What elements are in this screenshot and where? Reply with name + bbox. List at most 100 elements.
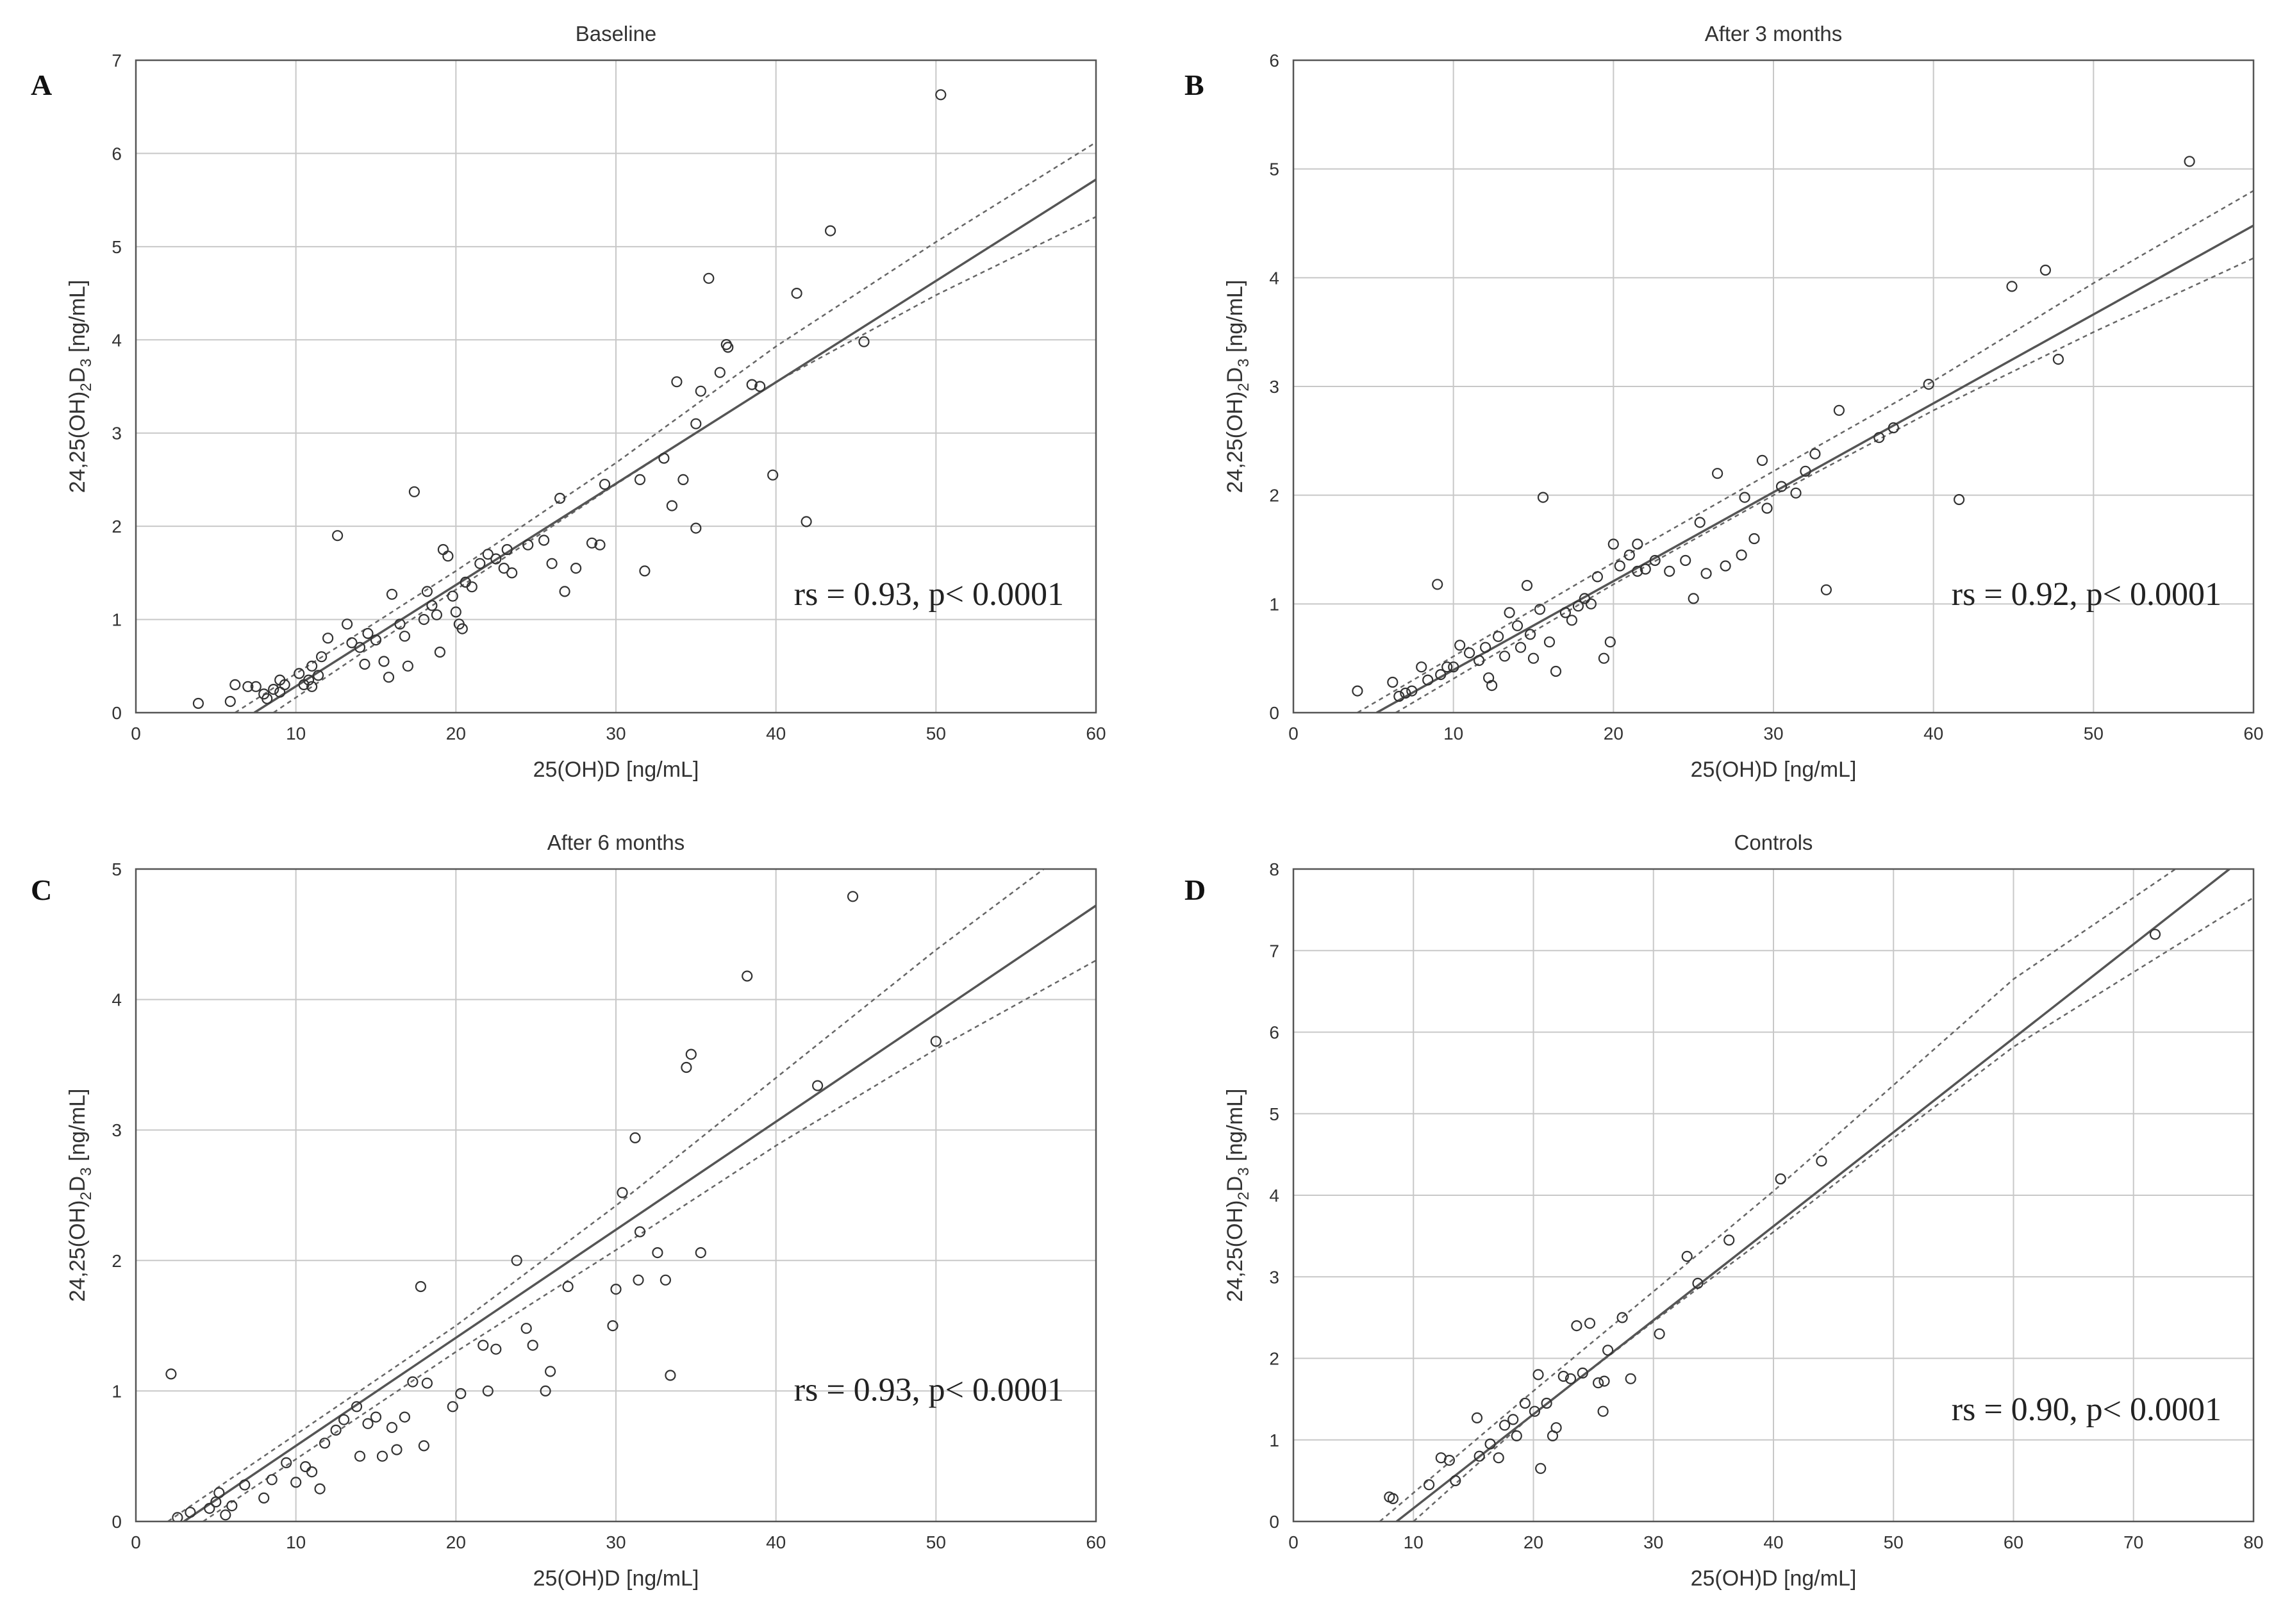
- x-tick-label: 30: [606, 724, 626, 743]
- data-point: [300, 1461, 311, 1473]
- data-point: [1739, 492, 1750, 503]
- x-tick-label: 60: [1086, 1532, 1106, 1552]
- data-point: [520, 1323, 532, 1334]
- data-point: [1400, 687, 1411, 699]
- data-point: [1923, 378, 1934, 390]
- y-axis-label-part: [ng/mL]: [1223, 280, 1247, 359]
- data-point: [1464, 647, 1475, 659]
- data-point: [1640, 563, 1651, 575]
- y-axis-label-part: D: [65, 1176, 90, 1192]
- data-point: [1873, 432, 1885, 443]
- data-point: [1406, 685, 1418, 697]
- data-point: [1432, 579, 1443, 590]
- data-point: [466, 581, 477, 593]
- data-point: [306, 1466, 318, 1478]
- data-point: [2149, 929, 2161, 940]
- data-point: [418, 613, 430, 626]
- y-tick-label: 5: [1269, 160, 1279, 179]
- data-point: [431, 609, 443, 620]
- data-point: [1954, 493, 1965, 506]
- data-point: [1352, 685, 1363, 697]
- y-axis-label-part: D: [65, 367, 90, 383]
- data-point: [450, 606, 461, 618]
- data-point: [629, 1132, 641, 1144]
- data-point: [1557, 1370, 1569, 1382]
- data-point: [1424, 1479, 1435, 1491]
- y-tick-label: 4: [1269, 1186, 1279, 1206]
- data-point: [258, 1492, 270, 1504]
- data-point: [1537, 492, 1549, 503]
- x-tick-label: 30: [1643, 1532, 1663, 1552]
- data-point: [1443, 1455, 1455, 1466]
- data-point: [767, 469, 779, 481]
- data-point: [1723, 1234, 1735, 1246]
- data-point: [1664, 565, 1675, 577]
- data-point: [316, 651, 328, 663]
- data-point: [1493, 631, 1504, 642]
- data-point: [658, 452, 670, 464]
- chart-title: After 6 months: [547, 831, 685, 854]
- data-point: [1474, 654, 1485, 667]
- data-point: [331, 530, 344, 542]
- data-point: [634, 1226, 646, 1238]
- data-point: [1486, 679, 1498, 692]
- data-point: [1511, 1430, 1522, 1441]
- y-tick-label: 5: [112, 237, 122, 257]
- data-point: [370, 634, 382, 646]
- plot-content: [1352, 156, 2254, 713]
- data-point: [1559, 607, 1571, 618]
- data-point: [2052, 353, 2064, 365]
- gridlines: [135, 60, 1097, 713]
- x-tick-label: 50: [926, 1532, 946, 1552]
- ci-lower-line: [203, 959, 1096, 1521]
- plot-frame: [135, 59, 1097, 714]
- data-point: [824, 225, 836, 236]
- data-point: [474, 558, 486, 569]
- data-point: [1535, 1462, 1547, 1474]
- x-tick-label: 60: [2004, 1532, 2023, 1552]
- y-tick-label: 6: [1269, 1023, 1279, 1043]
- plot-frame: [1292, 868, 2255, 1523]
- data-point: [634, 474, 646, 486]
- data-point: [1632, 565, 1643, 577]
- data-point: [268, 683, 279, 695]
- ci-upper-line: [1357, 190, 2254, 713]
- data-point: [544, 1366, 556, 1377]
- y-tick-label: 1: [112, 610, 122, 630]
- data-point: [1736, 549, 1747, 561]
- data-point: [383, 672, 395, 683]
- panel-letter: D: [1184, 874, 1206, 906]
- y-axis-label-subscript: 2: [78, 383, 95, 391]
- data-point: [1524, 629, 1536, 640]
- data-point: [1534, 604, 1546, 615]
- data-point: [527, 1339, 538, 1351]
- data-point: [421, 1377, 433, 1389]
- data-point: [1387, 1493, 1399, 1504]
- data-point: [1800, 465, 1811, 477]
- data-point: [1816, 1155, 1827, 1167]
- gridlines: [135, 868, 1097, 1522]
- x-tick-label: 30: [606, 1532, 626, 1552]
- y-axis-label-subscript: 3: [78, 358, 95, 367]
- x-tick-label: 0: [131, 1532, 141, 1552]
- y-axis-label-subscript: 2: [1235, 1191, 1252, 1200]
- data-point: [666, 500, 678, 511]
- data-point: [399, 631, 411, 642]
- x-tick-label: 10: [1443, 724, 1463, 743]
- data-point: [1888, 422, 1899, 434]
- data-point: [1598, 1375, 1610, 1387]
- data-point: [290, 1477, 302, 1488]
- data-point: [1416, 661, 1427, 673]
- data-point: [229, 679, 241, 691]
- data-point: [1543, 636, 1556, 648]
- data-point: [442, 551, 454, 562]
- ci-upper-line: [1379, 869, 2177, 1521]
- data-point: [294, 668, 305, 679]
- data-point: [1519, 1397, 1531, 1409]
- data-point: [455, 1388, 467, 1400]
- x-tick-label: 80: [2243, 1532, 2263, 1552]
- y-tick-label: 7: [112, 51, 122, 70]
- data-point: [511, 1255, 522, 1266]
- data-point: [671, 376, 683, 388]
